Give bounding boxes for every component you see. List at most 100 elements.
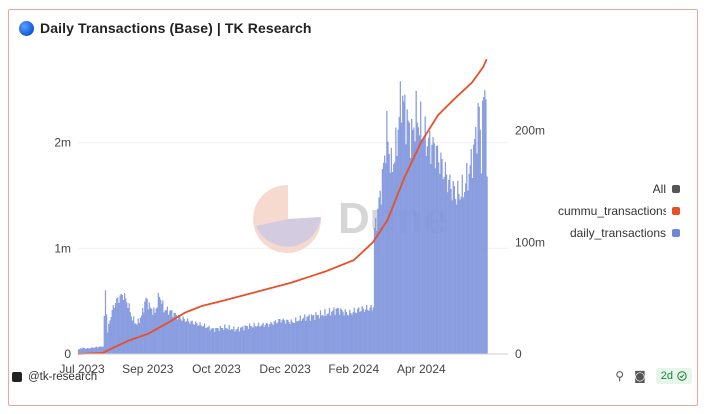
daily-transactions-bar [308, 314, 310, 355]
daily-transactions-bar [433, 143, 435, 355]
y-right-tick-label: 0 [515, 347, 522, 361]
daily-transactions-bar [227, 329, 229, 355]
daily-transactions-bar [270, 322, 272, 355]
daily-transactions-bar [319, 310, 322, 355]
daily-transactions-bar [431, 144, 433, 355]
daily-transactions-bar [310, 314, 313, 355]
daily-transactions-bar [118, 303, 120, 355]
daily-transactions-bar [425, 155, 427, 355]
daily-transactions-bar [296, 321, 298, 355]
daily-transactions-bar [339, 314, 341, 355]
daily-transactions-bar [262, 322, 264, 355]
legend-label-cummu-transactions: cummu_transactions [558, 204, 666, 218]
daily-transactions-bar [179, 316, 181, 355]
daily-transactions-bar [232, 329, 234, 355]
daily-transactions-bar [336, 308, 338, 355]
daily-transactions-bar [382, 162, 385, 355]
daily-transactions-bar [422, 138, 424, 355]
daily-transactions-bar [380, 204, 382, 355]
daily-transactions-bar [363, 311, 365, 355]
daily-transactions-bar [344, 309, 346, 355]
daily-transactions-bar [284, 323, 287, 355]
daily-transactions-bar [443, 177, 445, 355]
y-right-tick-label: 100m [515, 235, 545, 249]
daily-transactions-bar [402, 95, 404, 355]
daily-transactions-bar [395, 127, 397, 355]
daily-transactions-bar [414, 141, 416, 355]
daily-transactions-bar [209, 330, 211, 355]
daily-transactions-bar [324, 309, 326, 355]
check-circle-icon [677, 371, 687, 381]
daily-transactions-bar [335, 308, 337, 355]
legend-item-cummu-transactions[interactable]: cummu_transactions [548, 200, 680, 222]
daily-transactions-bar [399, 81, 401, 355]
daily-transactions-bar [275, 323, 278, 355]
daily-transactions-bar [384, 155, 386, 355]
footer-handle[interactable]: @tk-research [28, 371, 98, 383]
daily-transactions-bar [264, 325, 266, 355]
daily-transactions-bar [166, 306, 168, 355]
daily-transactions-bar [219, 326, 221, 355]
freshness-badge[interactable]: 2d [655, 368, 692, 384]
daily-transactions-bar [223, 329, 225, 355]
daily-transactions-bar [470, 149, 472, 355]
daily-transactions-bar [389, 172, 391, 355]
camera-icon[interactable]: ◙ [634, 369, 646, 383]
daily-transactions-bar [143, 312, 145, 355]
daily-transactions-bar [358, 307, 360, 355]
daily-transactions-bar [441, 159, 443, 355]
daily-transactions-bar [377, 208, 379, 355]
daily-transactions-bar [444, 162, 447, 355]
daily-transactions-bar [251, 326, 253, 355]
daily-transactions-bar [403, 101, 405, 355]
daily-transactions-bar [197, 325, 199, 355]
daily-transactions-bar [216, 328, 218, 355]
daily-transactions-bar [459, 199, 461, 355]
daily-transactions-bar [451, 200, 453, 355]
footer-actions: ⚲ ◙ 2d [615, 368, 692, 384]
daily-transactions-bar [238, 331, 241, 355]
daily-transactions-bar [362, 308, 364, 355]
daily-transactions-bar [367, 310, 369, 355]
footer: @tk-research [12, 371, 97, 383]
legend-item-all[interactable]: All [548, 178, 680, 200]
daily-transactions-bar [471, 178, 474, 355]
daily-transactions-bar [191, 320, 193, 355]
daily-transactions-bar [378, 197, 380, 355]
daily-transactions-bar [220, 327, 223, 355]
daily-transactions-bar [416, 122, 418, 355]
daily-transactions-bar [368, 310, 370, 355]
daily-transactions-bar [481, 100, 484, 355]
daily-transactions-bar [386, 111, 388, 355]
daily-transactions-bar [304, 314, 306, 355]
daily-transactions-bar [172, 317, 174, 355]
daily-transactions-bar [321, 315, 323, 355]
daily-transactions-bar [426, 146, 429, 355]
daily-transactions-bar [476, 153, 478, 355]
daily-transactions-bar [366, 305, 368, 355]
daily-transactions-bar [486, 176, 488, 355]
daily-transactions-bar [147, 309, 149, 355]
legend-item-daily-transactions[interactable]: daily_transactions [548, 222, 680, 244]
daily-transactions-bar [345, 312, 347, 355]
daily-transactions-bar [206, 327, 208, 355]
daily-transactions-bar [349, 309, 351, 355]
daily-transactions-bar [145, 297, 147, 355]
daily-transactions-bar [483, 97, 485, 355]
embed-link-icon[interactable]: ⚲ [615, 369, 625, 383]
daily-transactions-bar [332, 310, 334, 355]
daily-transactions-bar [266, 323, 269, 355]
daily-transactions-bar [372, 307, 374, 355]
daily-transactions-bar [224, 324, 226, 355]
daily-transactions-bar [430, 163, 432, 355]
daily-transactions-bar [353, 308, 355, 355]
daily-transactions-bar [193, 324, 195, 355]
daily-transactions-bar [133, 316, 135, 355]
daily-transactions-bar [138, 323, 140, 355]
daily-transactions-bar [154, 312, 156, 355]
daily-transactions-bar [234, 331, 236, 355]
daily-transactions-bar [397, 129, 399, 355]
daily-transactions-bar [200, 325, 202, 355]
daily-transactions-bar [218, 331, 220, 355]
